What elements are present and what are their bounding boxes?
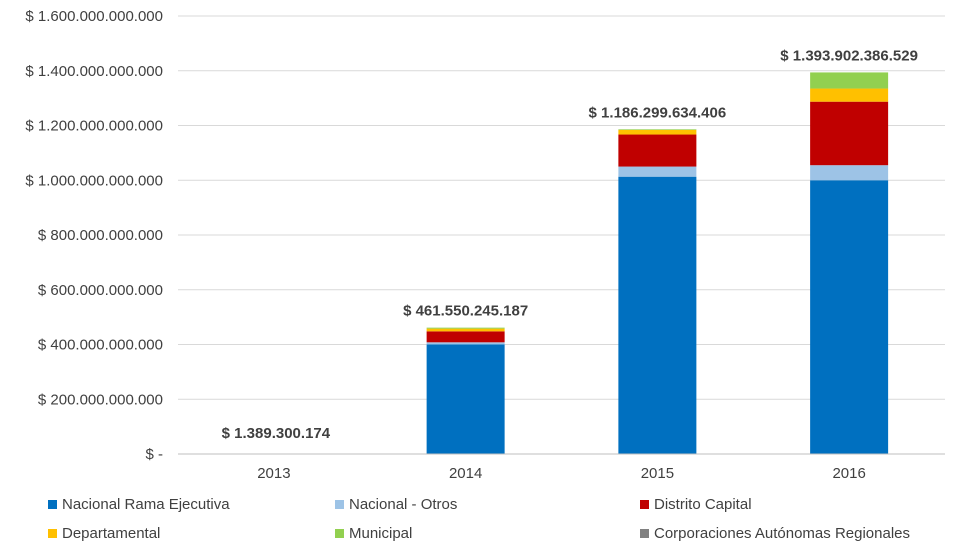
legend-swatch xyxy=(640,529,649,538)
bar-segment xyxy=(810,101,889,166)
bar-segment xyxy=(810,72,889,89)
x-tick-label: 2016 xyxy=(832,465,865,482)
y-tick-label: $ 200.000.000.000 xyxy=(38,391,163,408)
bar-segment xyxy=(618,176,697,454)
y-tick-label: $ 800.000.000.000 xyxy=(38,227,163,244)
total-label: $ 1.393.902.386.529 xyxy=(780,47,918,64)
legend: Nacional Rama Ejecutiva Nacional - Otros D… xyxy=(48,496,910,542)
bar-segment xyxy=(426,344,505,454)
bar-segment xyxy=(426,331,505,343)
total-label: $ 1.186.299.634.406 xyxy=(589,104,727,121)
bars xyxy=(234,72,889,455)
y-tick-label: $ 1.200.000.000.000 xyxy=(25,118,163,135)
y-tick-label: $ 1.600.000.000.000 xyxy=(25,8,163,25)
bar-segment xyxy=(618,129,697,135)
legend-swatch xyxy=(335,500,344,509)
gridlines xyxy=(178,15,945,400)
bar-segment xyxy=(810,180,889,454)
legend-swatch xyxy=(48,500,57,509)
y-tick-label: $ - xyxy=(145,446,163,463)
x-tick-label: 2014 xyxy=(449,465,482,482)
bar-segment xyxy=(810,88,889,102)
y-tick-label: $ 1.000.000.000.000 xyxy=(25,172,163,189)
legend-swatch xyxy=(48,529,57,538)
legend-label: Departamental xyxy=(62,525,160,542)
legend-swatch xyxy=(335,529,344,538)
bar-segment xyxy=(618,129,697,130)
bar-segment xyxy=(426,342,505,345)
x-tick-label: 2015 xyxy=(641,465,674,482)
x-axis-tick-labels: 2013 2014 2015 2016 xyxy=(257,465,866,482)
y-tick-label: $ 1.400.000.000.000 xyxy=(25,63,163,80)
bar-segment xyxy=(426,328,505,332)
legend-label: Municipal xyxy=(349,525,412,542)
legend-label: Corporaciones Autónomas Regionales xyxy=(654,525,910,542)
legend-label: Distrito Capital xyxy=(654,496,752,513)
total-labels: $ 1.389.300.174 $ 461.550.245.187 $ 1.186.… xyxy=(222,47,918,442)
x-tick-label: 2013 xyxy=(257,465,290,482)
total-label: $ 1.389.300.174 xyxy=(222,425,331,442)
total-label: $ 461.550.245.187 xyxy=(403,303,528,320)
y-tick-label: $ 400.000.000.000 xyxy=(38,337,163,354)
bar-segment xyxy=(618,134,697,167)
legend-label: Nacional - Otros xyxy=(349,496,457,513)
y-tick-label: $ 600.000.000.000 xyxy=(38,282,163,299)
legend-label: Nacional Rama Ejecutiva xyxy=(62,496,230,513)
bar-segment xyxy=(618,166,697,177)
bar-segment xyxy=(810,165,889,181)
bar-segment xyxy=(426,327,505,329)
y-axis-tick-labels: $ - $ 200.000.000.000 $ 400.000.000.000 $ 6… xyxy=(25,8,163,463)
legend-swatch xyxy=(640,500,649,509)
